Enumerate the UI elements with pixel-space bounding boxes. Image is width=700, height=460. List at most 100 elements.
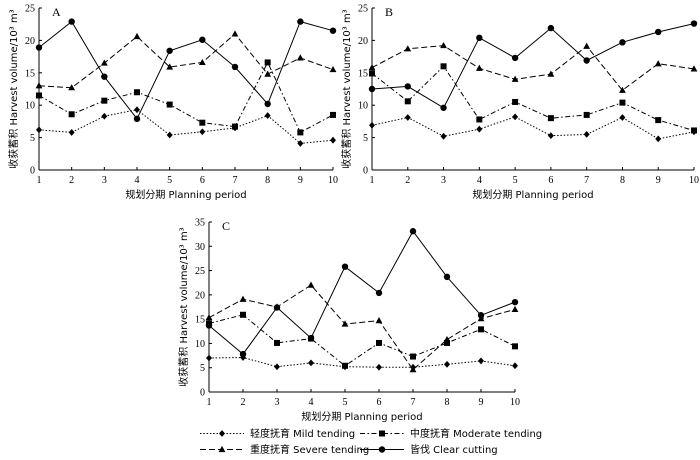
data-point-severe (166, 63, 174, 70)
x-axis-label: 规划分期 Planning period (472, 188, 593, 201)
x-tick-label: 10 (689, 175, 699, 186)
data-point-moderate (655, 117, 662, 124)
data-point-moderate (691, 127, 697, 134)
x-tick-label: 4 (477, 175, 482, 186)
series-line-mild (38, 109, 334, 144)
x-axis-label: 规划分期 Planning period (125, 188, 246, 201)
data-point-mild (404, 114, 411, 121)
data-point-mild (274, 363, 280, 371)
data-point-moderate (512, 98, 519, 105)
data-point-moderate (330, 111, 336, 118)
panel-letter: A (52, 5, 61, 19)
data-point-mild (440, 132, 447, 140)
data-point-severe (547, 70, 555, 77)
legend-item-moderate: 中度抚育 Moderate tending (360, 427, 542, 440)
y-tick-label: 30 (195, 242, 205, 253)
x-tick-label: 6 (200, 175, 205, 186)
x-tick-label: 5 (513, 175, 518, 186)
data-point-mild (134, 106, 140, 114)
data-point-moderate (440, 63, 447, 70)
data-point-clear (409, 228, 417, 235)
x-tick-label: 7 (411, 397, 416, 408)
data-point-severe (475, 64, 483, 71)
legend-item-severe: 重度抚育 Severe tending (200, 443, 369, 456)
panel-letter: B (385, 5, 393, 19)
legend-marker-mild (219, 430, 225, 437)
data-point-mild (36, 126, 42, 134)
y-tick-label: 5 (200, 363, 205, 374)
series-moderate (36, 59, 336, 136)
data-point-mild (655, 135, 662, 143)
data-point-clear (101, 73, 108, 80)
data-point-clear (68, 18, 75, 25)
x-tick-label: 8 (445, 397, 450, 408)
x-tick-label: 2 (69, 175, 74, 186)
data-point-clear (297, 18, 304, 25)
data-point-mild (619, 114, 626, 121)
data-point-moderate (297, 129, 304, 136)
data-point-clear (166, 47, 173, 54)
series-severe (205, 281, 519, 373)
legend-marker-moderate (379, 430, 385, 437)
x-axis-label: 规划分期 Planning period (301, 410, 422, 423)
data-point-clear (199, 36, 206, 43)
data-point-severe (205, 314, 213, 321)
data-point-clear (368, 85, 376, 93)
data-point-mild (166, 131, 173, 139)
data-point-severe (239, 295, 247, 302)
x-tick-label: 3 (102, 175, 107, 186)
data-point-mild (264, 112, 271, 119)
series-line-mild (371, 116, 695, 140)
y-tick-label: 25 (25, 4, 35, 15)
legend-marker-severe (218, 445, 226, 453)
data-point-severe (583, 42, 591, 49)
y-tick-label: 0 (200, 388, 205, 399)
y-tick-label: 0 (30, 166, 35, 177)
series-line-clear (38, 20, 334, 120)
data-point-severe (329, 65, 337, 73)
y-tick-label: 25 (195, 266, 205, 277)
x-tick-label: 1 (37, 175, 42, 186)
series-line-severe (38, 33, 334, 89)
series-line-mild (208, 356, 516, 368)
series-line-clear (208, 230, 516, 355)
data-point-mild (478, 357, 484, 365)
data-point-moderate (583, 111, 590, 118)
data-point-moderate (101, 97, 108, 104)
data-point-mild (330, 136, 336, 144)
data-point-moderate (376, 339, 382, 346)
y-tick-label: 20 (358, 36, 368, 47)
data-point-clear (511, 298, 519, 306)
data-point-moderate (199, 119, 206, 126)
series-line-severe (208, 284, 516, 371)
data-point-mild (547, 132, 554, 140)
y-tick-label: 15 (358, 68, 368, 79)
data-point-moderate (342, 362, 348, 369)
data-point-clear (239, 350, 247, 358)
data-point-severe (100, 59, 108, 66)
x-tick-label: 3 (275, 397, 280, 408)
series-moderate (369, 63, 697, 134)
y-tick-label: 20 (25, 36, 35, 47)
legend-label: 重度抚育 Severe tending (250, 443, 369, 456)
x-tick-label: 1 (207, 397, 212, 408)
data-point-moderate (404, 98, 411, 105)
y-tick-label: 10 (195, 339, 205, 350)
legend-label: 皆伐 Clear cutting (410, 444, 498, 456)
x-tick-label: 2 (241, 397, 246, 408)
data-point-severe (68, 84, 76, 91)
x-tick-label: 6 (548, 175, 553, 186)
data-point-clear (307, 334, 315, 342)
x-tick-label: 8 (620, 175, 625, 186)
y-tick-label: 15 (25, 68, 35, 79)
data-point-clear (404, 83, 411, 90)
data-point-clear (341, 263, 349, 270)
data-point-severe (690, 65, 698, 72)
data-point-moderate (68, 111, 75, 118)
data-point-moderate (264, 59, 271, 66)
y-tick-label: 10 (358, 101, 368, 112)
data-point-moderate (476, 116, 483, 123)
y-tick-label: 0 (363, 166, 368, 177)
